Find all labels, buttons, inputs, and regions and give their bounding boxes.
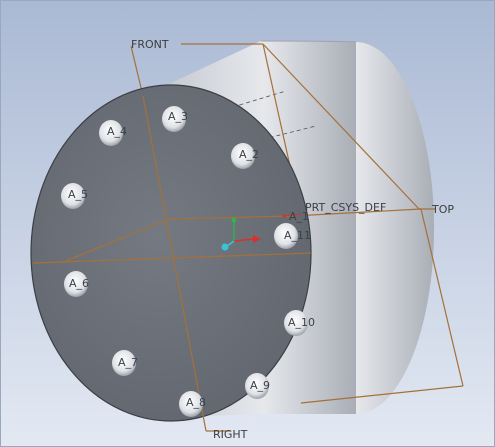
hole-a4[interactable] bbox=[99, 120, 123, 146]
datum-plane-top[interactable] bbox=[292, 208, 464, 404]
axis-label-a6: A_6 bbox=[69, 277, 89, 290]
axis-label-a3: A_3 bbox=[168, 110, 188, 123]
axis-label-a5: A_5 bbox=[68, 188, 88, 201]
hole-a7[interactable] bbox=[112, 350, 136, 376]
csys-triad[interactable] bbox=[221, 213, 302, 251]
hole-a9[interactable] bbox=[245, 373, 269, 399]
hole-a10[interactable] bbox=[284, 310, 308, 336]
axis-label-a4: A_4 bbox=[107, 125, 127, 138]
hole-a11[interactable] bbox=[274, 223, 298, 249]
axis-label-a2: A_2 bbox=[239, 148, 259, 161]
datum-plane-right[interactable] bbox=[32, 95, 312, 432]
hole-a6[interactable] bbox=[64, 271, 88, 297]
hole-pattern[interactable] bbox=[61, 106, 308, 417]
hole-a2[interactable] bbox=[231, 143, 255, 169]
datum-right-label: RIGHT bbox=[213, 428, 248, 441]
axis-label-a10: A_10 bbox=[288, 316, 315, 329]
csys-label: PRT_CSYS_DEF bbox=[305, 201, 386, 214]
hole-a3[interactable] bbox=[162, 106, 186, 132]
hole-a8[interactable] bbox=[179, 391, 203, 417]
axis-label-a11: A_11 bbox=[284, 229, 311, 242]
hole-a5[interactable] bbox=[61, 183, 85, 209]
datum-front-label: FRONT bbox=[131, 38, 169, 51]
axis-label-a8: A_8 bbox=[186, 396, 206, 409]
axis-label-a7: A_7 bbox=[118, 356, 138, 369]
datum-top-label: TOP bbox=[431, 203, 454, 216]
cylinder-front-face[interactable] bbox=[30, 84, 312, 422]
axis-label-a9: A_9 bbox=[250, 379, 270, 392]
axis-label-a1: A_1 bbox=[289, 210, 309, 223]
